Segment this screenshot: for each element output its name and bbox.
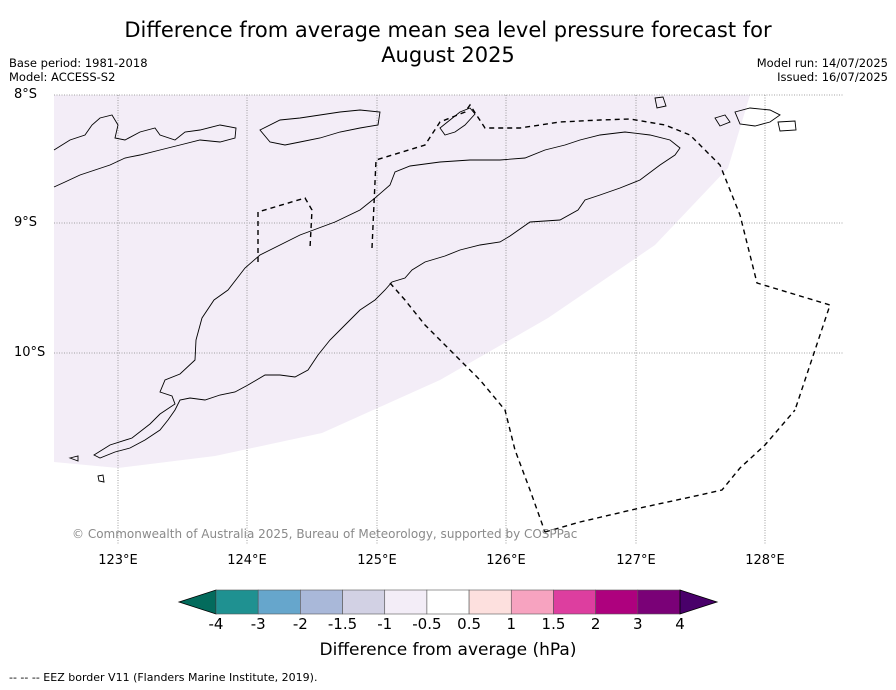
colorbar [177,589,719,615]
colorbar-tick-label: -1 [377,615,393,633]
colorbar-segment-2 [300,589,343,615]
colorbar-tick-label: -0.5 [412,615,442,633]
lon-label-125e: 125°E [357,553,397,568]
colorbar-segment-4 [384,589,428,615]
colorbar-tick-label: -2 [292,615,308,633]
model-info: Base period: 1981-2018 Model: ACCESS-S2 [9,56,148,84]
alor-islands-coastline [53,114,237,188]
model-name: Model: ACCESS-S2 [9,70,116,84]
lon-label-123e: 123°E [98,553,138,568]
small-island-2 [654,96,667,109]
colorbar-over-arrow [679,589,719,615]
small-island-4 [714,114,731,127]
colorbar-tick-label: 1.5 [541,615,566,633]
small-island-3 [734,107,781,127]
map-title: Difference from average mean sea level p… [0,18,896,68]
lon-label-128e: 128°E [745,553,785,568]
lat-label-10s: 10°S [14,345,46,360]
colorbar-under-arrow [177,589,217,615]
lat-label-8s: 8°S [14,87,38,102]
colorbar-segment-7 [510,589,554,615]
colorbar-segment-1 [257,589,301,615]
small-island-7 [97,474,105,483]
timor-coastline [93,131,681,459]
small-island-6 [68,455,79,462]
colorbar-tick-label: -4 [208,615,224,633]
lat-label-9s: 9°S [14,215,38,230]
small-island-5 [777,120,797,132]
anomaly-shading-region [54,95,750,468]
colorbar-segment-0 [215,589,259,615]
copyright-credit: © Commonwealth of Australia 2025, Bureau… [72,527,578,541]
colorbar-tick-label: 4 [675,615,685,633]
lon-label-127e: 127°E [616,553,656,568]
colorbar-segment-3 [342,589,386,615]
colorbar-segments [215,589,681,615]
graticule [54,94,843,545]
colorbar-tick-label: -1.5 [327,615,358,633]
colorbar-tick-label: 2 [590,615,601,633]
wetar-coastline [259,109,381,146]
colorbar-tick-label: 3 [633,615,643,633]
issued-date: Issued: 16/07/2025 [777,70,888,84]
lon-label-124e: 124°E [227,553,267,568]
title-line-1: Difference from average mean sea level p… [124,18,772,42]
eez-legend-footnote: -- -- -- EEZ border V11 (Flanders Marine… [9,671,318,684]
colorbar-tick-label: 0.5 [457,615,482,633]
colorbar-segment-6 [468,589,512,615]
title-line-2: August 2025 [381,43,515,67]
eez-border-segment-1 [257,197,313,262]
colorbar-title: Difference from average (hPa) [319,640,577,660]
eez-border [257,103,831,533]
colorbar-segment-10 [637,589,681,615]
lon-label-126e: 126°E [486,553,526,568]
colorbar-segment-8 [553,589,596,615]
colorbar-tick-label: -3 [250,615,266,633]
eez-border-segment-4 [544,409,796,533]
eez-border-segment-2 [371,103,831,411]
colorbar-segment-9 [595,589,639,615]
run-info: Model run: 14/07/2025 Issued: 16/07/2025 [757,56,888,84]
base-period: Base period: 1981-2018 [9,56,148,70]
colorbar-segment-5 [426,589,470,615]
colorbar-tick-label: 1 [506,615,517,633]
model-run-date: Model run: 14/07/2025 [756,56,888,70]
